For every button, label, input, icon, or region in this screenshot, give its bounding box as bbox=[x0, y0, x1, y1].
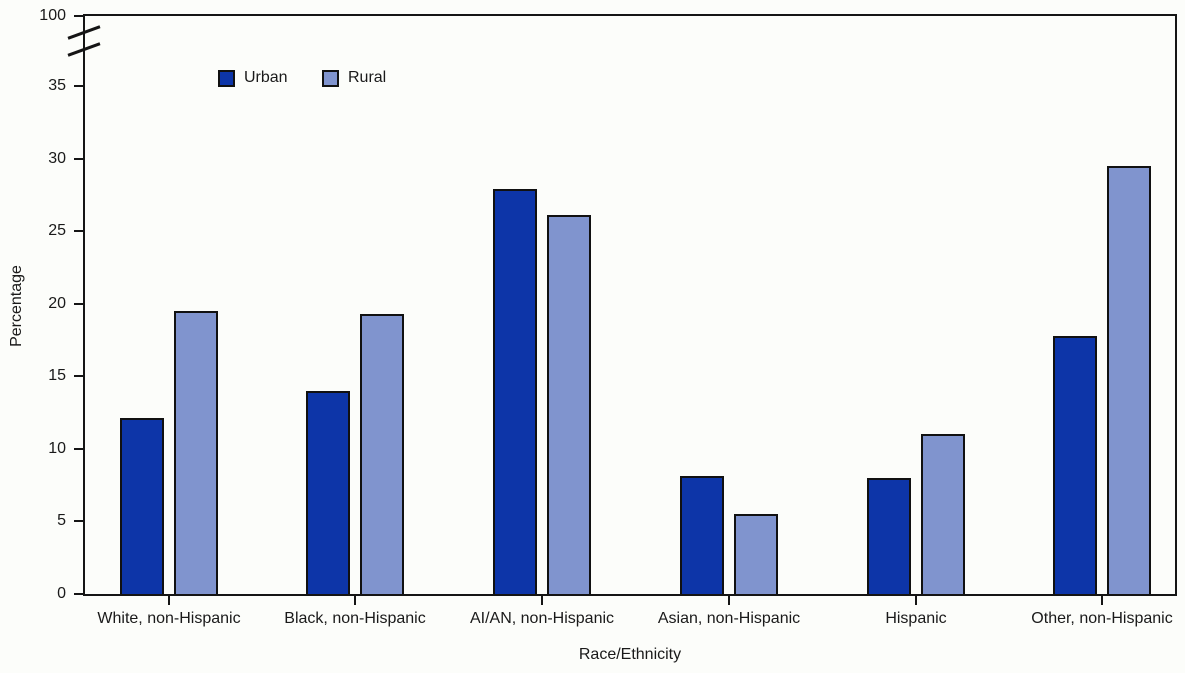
y-axis-tick bbox=[74, 447, 83, 450]
y-tick-label: 10 bbox=[48, 439, 66, 457]
bar-urban-4 bbox=[867, 477, 911, 594]
y-tick-label: 35 bbox=[48, 77, 66, 94]
x-tick-label-0: White, non-Hispanic bbox=[97, 610, 241, 627]
y-tick-label: 15 bbox=[48, 367, 66, 385]
y-tick-label: 0 bbox=[57, 585, 66, 602]
axis-break-slash-top bbox=[67, 25, 101, 40]
bar-rural-4 bbox=[921, 434, 965, 594]
y-tick-label: 25 bbox=[48, 222, 66, 240]
y-axis-tick bbox=[74, 593, 83, 595]
legend-label-urban: Urban bbox=[244, 69, 288, 86]
x-tick-label-5: Other, non-Hispanic bbox=[1031, 610, 1173, 627]
bar-rural-2 bbox=[547, 215, 591, 594]
bar-urban-0 bbox=[120, 418, 164, 594]
y-axis-tick bbox=[74, 375, 83, 378]
y-axis-tick bbox=[74, 85, 83, 87]
y-axis-tick bbox=[74, 230, 83, 233]
y-tick-label: 5 bbox=[57, 512, 66, 530]
x-tick-label-4: Hispanic bbox=[885, 610, 947, 627]
plot-area bbox=[67, 14, 1177, 596]
legend-swatch-rural bbox=[322, 69, 339, 87]
y-axis-tick bbox=[74, 520, 83, 523]
axis-break-slash-bottom bbox=[67, 42, 101, 57]
x-axis-tick bbox=[728, 596, 730, 605]
bar-urban-3 bbox=[680, 476, 724, 594]
x-axis-tick bbox=[915, 596, 917, 605]
legend-item-rural: Rural bbox=[322, 69, 386, 87]
bar-urban-2 bbox=[493, 189, 537, 594]
x-tick-label-3: Asian, non-Hispanic bbox=[657, 610, 801, 627]
bar-rural-1 bbox=[360, 313, 404, 594]
y-tick-label: 30 bbox=[48, 149, 66, 167]
x-axis-tick bbox=[541, 596, 543, 605]
x-tick-label-2: AI/AN, non-Hispanic bbox=[469, 610, 615, 627]
legend-label-rural: Rural bbox=[348, 69, 387, 86]
x-axis-tick bbox=[354, 596, 356, 605]
bar-rural-3 bbox=[734, 514, 778, 594]
x-tick-label-1: Black, non-Hispanic bbox=[284, 610, 426, 627]
bar-rural-0 bbox=[174, 310, 218, 594]
bar-urban-5 bbox=[1053, 335, 1097, 594]
y-tick-label: 100 bbox=[39, 7, 66, 24]
legend-swatch-urban bbox=[218, 69, 235, 87]
y-tick-label: 20 bbox=[48, 294, 66, 312]
x-axis-tick bbox=[1101, 596, 1103, 605]
y-axis-tick bbox=[74, 15, 83, 17]
legend-item-urban: Urban bbox=[218, 69, 288, 87]
x-axis-tick bbox=[168, 596, 170, 605]
bar-urban-1 bbox=[306, 390, 350, 594]
y-axis-tick bbox=[74, 157, 83, 160]
bar-rural-5 bbox=[1107, 165, 1151, 594]
y-axis-tick bbox=[74, 302, 83, 305]
x-axis-title: Race/Ethnicity bbox=[578, 646, 682, 663]
